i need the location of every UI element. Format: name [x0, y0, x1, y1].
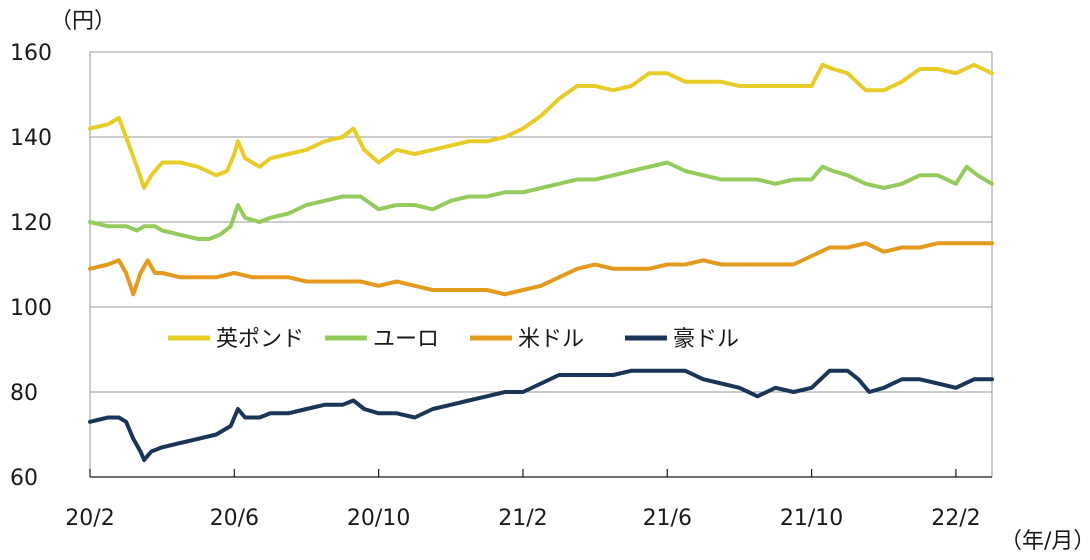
y-axis-unit-label: （円） [50, 9, 116, 34]
legend-label: 豪ドル [673, 327, 739, 352]
y-tick-label: 160 [10, 41, 52, 66]
legend-label: 米ドル [518, 327, 584, 352]
axes: 60 80 100 120 140 160 20/2 20/6 20/10 21/2 21/6 21/… [10, 41, 992, 531]
gridlines [89, 51, 993, 477]
legend-label: 英ポンド [216, 327, 304, 352]
y-tick-label: 120 [10, 211, 52, 236]
x-tick-label: 21/2 [498, 506, 547, 531]
x-tick-label: 21/10 [780, 506, 843, 531]
y-tick-label: 80 [10, 381, 38, 406]
legend-label: ユーロ [373, 327, 439, 352]
x-tick-label: 20/2 [65, 506, 114, 531]
x-tick-label: 22/2 [931, 506, 980, 531]
series-line-3 [88, 368, 994, 462]
x-tick-label: 21/6 [643, 506, 692, 531]
x-tick-label: 20/10 [347, 506, 410, 531]
legend: 英ポンド ユーロ 米ドル 豪ドル [168, 327, 739, 352]
y-tick-label: 100 [10, 296, 52, 321]
x-axis-unit-label: （年/月） [1000, 529, 1090, 554]
x-tick-label: 20/6 [210, 506, 259, 531]
y-tick-label: 140 [10, 126, 52, 151]
series-line-1 [88, 160, 994, 241]
series-line-0 [88, 62, 994, 190]
series-lines [88, 62, 994, 462]
y-tick-label: 60 [10, 466, 38, 491]
series-line-2 [88, 241, 994, 297]
